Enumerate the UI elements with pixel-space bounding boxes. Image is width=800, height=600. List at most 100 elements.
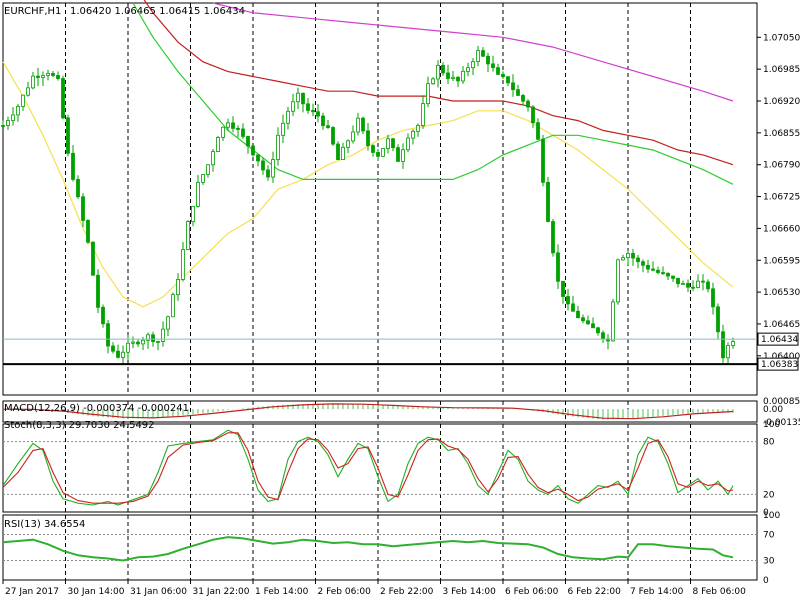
candle-body <box>666 272 670 277</box>
current-price-label-box <box>757 332 799 346</box>
candle-body <box>181 249 185 280</box>
candle-body <box>16 106 20 116</box>
candle-body <box>341 146 345 161</box>
candle-body <box>131 341 135 344</box>
price-label: 1.06530 <box>763 288 800 298</box>
macd-tick-label: 0.00 <box>763 405 783 415</box>
candle-body <box>396 147 400 162</box>
candle-body <box>161 328 165 342</box>
candle-body <box>436 64 440 80</box>
ohlc-label: 1.06420 1.06465 1.06415 1.06434 <box>70 6 245 17</box>
rsi-pane[interactable]: RSI(13) 34.6554 100 70 30 0 <box>2 511 780 586</box>
candle-body <box>41 75 45 78</box>
candle-body <box>391 138 395 149</box>
candle-body <box>321 115 325 127</box>
candle-body <box>36 75 40 78</box>
candle-body <box>261 160 265 171</box>
candle-body <box>451 76 455 79</box>
candle-body <box>511 82 515 91</box>
macd-signal <box>2 403 734 420</box>
candles <box>1 45 735 365</box>
candle-body <box>431 78 435 85</box>
candle-body <box>351 131 355 142</box>
candle-body <box>96 274 100 308</box>
price-label: 1.06790 <box>763 161 800 171</box>
candle-body <box>136 341 140 345</box>
candle-body <box>456 76 460 82</box>
candle-body <box>221 126 225 138</box>
candle-body <box>216 137 220 152</box>
price-pane[interactable]: EURCHF,H1 1.06420 1.06465 1.06415 1.0643… <box>1 0 800 371</box>
current-price-label: 1.06434 <box>761 335 798 345</box>
time-label: 6 Feb 06:00 <box>505 587 559 597</box>
candle-body <box>691 286 695 289</box>
candle-body <box>301 92 305 105</box>
price-label: 1.06985 <box>763 65 800 75</box>
price-label: 1.06920 <box>763 97 800 107</box>
candle-body <box>191 205 195 222</box>
candle-body <box>471 61 475 69</box>
candle-body <box>416 125 420 132</box>
candle-body <box>51 73 55 76</box>
vertical-grid <box>65 3 691 580</box>
stoch-tick-label: 20 <box>763 490 775 500</box>
candle-body <box>81 196 85 221</box>
candle-body <box>521 95 525 102</box>
candle-body <box>601 332 605 340</box>
support-level-label-box <box>757 357 799 371</box>
stochastic-lines <box>2 429 734 506</box>
rsi-tick-label: 0 <box>763 576 769 586</box>
candle-body <box>461 70 465 82</box>
candle-body <box>116 350 120 358</box>
stoch-line-1 <box>2 432 734 504</box>
stochastic-pane[interactable]: Stoch(8,3,3) 29.7030 24.5492 100 80 20 0 <box>2 420 780 518</box>
candle-body <box>726 345 730 359</box>
candle-body <box>286 110 290 124</box>
candle-body <box>281 122 285 136</box>
candle-body <box>481 50 485 57</box>
rsi-levels <box>3 534 757 561</box>
candle-body <box>526 100 530 108</box>
time-label: 7 Feb 14:00 <box>630 587 684 597</box>
candle-body <box>561 280 565 297</box>
candle-body <box>1 125 5 127</box>
price-label: 1.06595 <box>763 256 800 266</box>
candle-body <box>566 296 570 305</box>
candle-body <box>656 269 660 273</box>
candle-body <box>706 281 710 290</box>
macd-tick-label: 0.000858 <box>763 397 800 407</box>
candle-body <box>611 301 615 342</box>
candle-body <box>661 272 665 274</box>
time-label: 31 Jan 22:00 <box>193 587 250 597</box>
candle-body <box>331 127 335 145</box>
candle-body <box>381 148 385 157</box>
candle-body <box>406 137 410 151</box>
stochastic-levels <box>3 441 757 495</box>
time-label: 8 Feb 06:00 <box>693 587 747 597</box>
candle-body <box>701 280 705 283</box>
candle-body <box>711 288 715 308</box>
price-label: 1.06725 <box>763 193 800 203</box>
candle-body <box>426 83 430 105</box>
time-label: 2 Feb 06:00 <box>318 587 372 597</box>
candle-body <box>306 103 310 111</box>
candle-body <box>646 264 650 270</box>
candle-body <box>541 138 545 183</box>
candle-body <box>411 130 415 139</box>
candle-body <box>576 310 580 319</box>
candle-body <box>276 134 280 160</box>
time-label: 27 Jan 2017 <box>5 587 59 597</box>
pane-frames <box>2 2 758 581</box>
time-label: 1 Feb 14:00 <box>255 587 309 597</box>
candle-body <box>501 73 505 78</box>
candle-body <box>86 220 90 243</box>
support-level-label: 1.06383 <box>761 360 798 370</box>
price-label: 1.06465 <box>763 320 800 330</box>
stoch-tick-label: 80 <box>763 438 775 448</box>
candle-body <box>496 67 500 75</box>
macd-pane[interactable]: MACD(12,26,9) -0.000374 -0.000241 0.0008… <box>2 397 800 428</box>
rsi-tick-label: 30 <box>763 557 775 567</box>
candle-body <box>46 73 50 76</box>
stoch-tick-label: 0 <box>763 508 769 518</box>
